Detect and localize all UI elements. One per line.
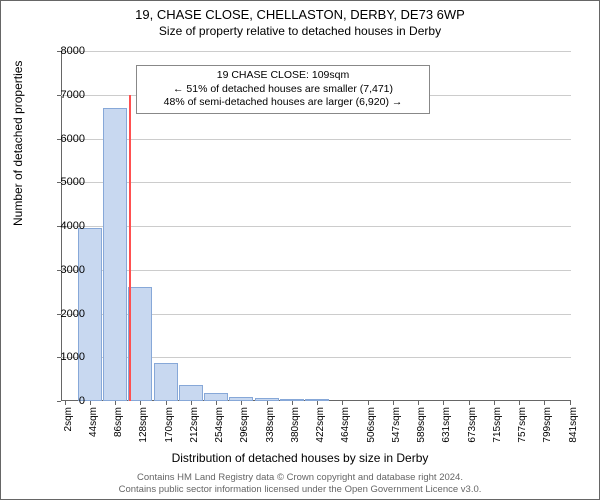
xtick-mark (342, 401, 343, 405)
ytick-label: 6000 (61, 133, 85, 145)
grid-line (61, 270, 571, 271)
ytick-label: 0 (79, 395, 85, 407)
grid-line (61, 182, 571, 183)
xtick-mark (368, 401, 369, 405)
xtick-label: 296sqm (239, 407, 250, 447)
annotation-line: ← 51% of detached houses are smaller (7,… (143, 83, 423, 97)
histogram-bar (128, 287, 152, 401)
xtick-label: 380sqm (290, 407, 301, 447)
histogram-bar (179, 385, 203, 401)
ytick-label: 2000 (61, 308, 85, 320)
xtick-label: 631sqm (441, 407, 452, 447)
xtick-mark (65, 401, 66, 405)
xtick-label: 715sqm (492, 407, 503, 447)
chart-container: 19, CHASE CLOSE, CHELLASTON, DERBY, DE73… (0, 0, 600, 500)
xtick-label: 128sqm (138, 407, 149, 447)
xtick-mark (140, 401, 141, 405)
xtick-mark (418, 401, 419, 405)
xtick-label: 212sqm (189, 407, 200, 447)
xtick-mark (241, 401, 242, 405)
ytick-mark (57, 401, 61, 402)
xtick-mark (469, 401, 470, 405)
y-axis-label: Number of detached properties (11, 61, 25, 226)
xtick-mark (115, 401, 116, 405)
plot-area: 19 CHASE CLOSE: 109sqm← 51% of detached … (61, 51, 571, 401)
histogram-bar (204, 393, 228, 401)
footer-text: Contains HM Land Registry data © Crown c… (1, 472, 599, 495)
chart-title-2: Size of property relative to detached ho… (1, 24, 599, 38)
ytick-label: 3000 (61, 264, 85, 276)
annotation-box: 19 CHASE CLOSE: 109sqm← 51% of detached … (136, 65, 430, 114)
xtick-label: 841sqm (568, 407, 579, 447)
footer-line-2: Contains public sector information licen… (1, 484, 599, 495)
grid-line (61, 51, 571, 52)
xtick-mark (191, 401, 192, 405)
marker-line (129, 95, 131, 401)
xtick-mark (90, 401, 91, 405)
footer-line-1: Contains HM Land Registry data © Crown c… (1, 472, 599, 483)
xtick-mark (216, 401, 217, 405)
xtick-label: 44sqm (88, 407, 99, 447)
xtick-label: 464sqm (340, 407, 351, 447)
xtick-mark (443, 401, 444, 405)
grid-line (61, 139, 571, 140)
grid-line (61, 226, 571, 227)
ytick-label: 5000 (61, 176, 85, 188)
xtick-mark (166, 401, 167, 405)
histogram-bar (103, 108, 127, 401)
xtick-label: 589sqm (416, 407, 427, 447)
xtick-mark (267, 401, 268, 405)
xtick-mark (292, 401, 293, 405)
xtick-label: 338sqm (265, 407, 276, 447)
xtick-mark (570, 401, 571, 405)
xtick-mark (317, 401, 318, 405)
xtick-mark (494, 401, 495, 405)
annotation-line: 48% of semi-detached houses are larger (… (143, 96, 423, 110)
chart-title-1: 19, CHASE CLOSE, CHELLASTON, DERBY, DE73… (1, 7, 599, 22)
ytick-label: 1000 (61, 351, 85, 363)
xtick-label: 254sqm (214, 407, 225, 447)
xtick-label: 547sqm (391, 407, 402, 447)
xtick-label: 673sqm (467, 407, 478, 447)
xtick-label: 757sqm (517, 407, 528, 447)
xtick-label: 799sqm (542, 407, 553, 447)
histogram-bar (154, 363, 178, 401)
xtick-mark (544, 401, 545, 405)
ytick-label: 7000 (61, 89, 85, 101)
x-axis-label: Distribution of detached houses by size … (1, 451, 599, 465)
xtick-mark (519, 401, 520, 405)
xtick-label: 170sqm (164, 407, 175, 447)
annotation-line: 19 CHASE CLOSE: 109sqm (143, 69, 423, 83)
xtick-label: 422sqm (315, 407, 326, 447)
xtick-label: 86sqm (113, 407, 124, 447)
xtick-label: 506sqm (366, 407, 377, 447)
xtick-mark (393, 401, 394, 405)
ytick-label: 8000 (61, 45, 85, 57)
ytick-label: 4000 (61, 220, 85, 232)
xtick-label: 2sqm (63, 407, 74, 447)
